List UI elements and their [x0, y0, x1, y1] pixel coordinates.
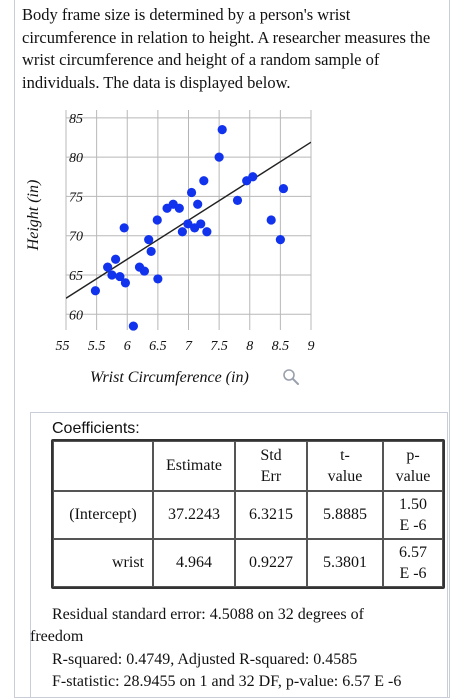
data-point — [177, 227, 187, 237]
r-squared-text: R-squared: 0.4749, Adjusted R-squared: 0… — [52, 651, 358, 668]
data-point — [183, 219, 193, 229]
point-layer — [90, 125, 289, 331]
data-point — [248, 172, 258, 182]
residual-error-text-continued: freedom — [30, 628, 84, 645]
t-value-cell: 5.8885 — [307, 491, 383, 539]
x-tick-label: 6 — [124, 339, 131, 354]
regression-output-panel — [30, 412, 448, 698]
data-point — [146, 246, 156, 257]
p-value-cell: 1.50 E -6 — [383, 491, 443, 539]
x-tick-label: 7 — [185, 339, 193, 354]
data-point — [111, 254, 121, 264]
header-estimate: Estimate — [153, 441, 235, 491]
p-value-cell: 6.57 E -6 — [383, 539, 443, 587]
data-point — [120, 278, 131, 288]
data-point — [278, 183, 289, 194]
data-point — [186, 187, 197, 198]
y-tick-label: 70 — [69, 230, 83, 245]
data-point — [217, 125, 227, 135]
tick-layer: 60 65 70 75 80 85 5 5.5 6 6.5 7 7.5 8 8.5 9 5 — [56, 112, 315, 354]
y-tick-label: 60 — [69, 308, 83, 323]
data-point — [115, 271, 125, 282]
f-statistic-text: F-statistic: 28.9455 on 1 and 32 DF, p-v… — [52, 673, 402, 690]
x-tick-label: 7.5 — [210, 339, 228, 354]
x-tick-label: 6.5 — [149, 339, 167, 354]
zoom-icon[interactable] — [282, 368, 300, 386]
header-p-value-line2: value — [395, 468, 431, 485]
row-name: wrist — [53, 539, 153, 587]
data-point — [153, 274, 163, 284]
data-point — [128, 321, 138, 331]
header-std-err: Std Err — [235, 441, 307, 491]
residual-error-text: Residual standard error: 4.5088 on 32 de… — [52, 606, 364, 623]
x-axis-label: Wrist Circumference (in) — [90, 369, 249, 386]
data-point — [214, 152, 224, 162]
std-err-cell: 0.9227 — [235, 539, 307, 587]
y-tick-label: 75 — [69, 190, 83, 205]
header-t-value-line2: value — [327, 468, 363, 485]
data-point — [193, 199, 203, 209]
p-value-exponent: E -6 — [399, 565, 427, 582]
y-tick-label: 65 — [69, 269, 83, 284]
header-t-value: t- value — [307, 441, 383, 491]
data-point — [266, 215, 276, 225]
table-row: wrist 4.964 0.9227 5.3801 6.57 E -6 — [53, 539, 443, 587]
x-tick-label: 5 — [56, 339, 63, 354]
problem-text: Body frame size is determined by a perso… — [22, 5, 431, 92]
header-cell-blank — [53, 441, 153, 491]
estimate-cell: 4.964 — [153, 539, 235, 587]
x-tick-label: 8 — [246, 339, 253, 354]
data-point — [144, 235, 154, 245]
data-point — [90, 286, 100, 296]
scatter-plot: 60 65 70 75 80 85 5 5.5 6 6.5 7 7.5 8 8.5 9 5 Height (i… — [25, 110, 315, 354]
header-p-value-line1: p- — [406, 447, 420, 464]
data-point — [119, 223, 129, 233]
coefficients-title: Coefficients: — [52, 420, 140, 437]
data-point — [139, 266, 149, 276]
header-std-err-line2: Err — [260, 468, 282, 485]
coefficients-table: Estimate Std Err t- value p- value (Inte… — [51, 439, 445, 589]
data-point — [196, 219, 206, 229]
data-point — [232, 195, 243, 205]
header-std-err-line1: Std — [260, 447, 282, 464]
table-row: (Intercept) 37.2243 6.3215 5.8885 1.50 E… — [53, 491, 443, 539]
x-tick-label: 5 — [63, 339, 70, 354]
data-point — [202, 227, 212, 237]
data-point — [174, 203, 184, 213]
p-value-mantissa: 1.50 — [399, 496, 427, 513]
y-tick-label: 80 — [69, 151, 83, 166]
p-value-exponent: E -6 — [399, 517, 427, 534]
y-axis-label: Height (in) — [25, 180, 42, 252]
data-point — [152, 215, 162, 225]
data-point — [199, 176, 209, 186]
estimate-cell: 37.2243 — [153, 491, 235, 539]
header-p-value: p- value — [383, 441, 443, 491]
t-value-cell: 5.3801 — [307, 539, 383, 587]
p-value-mantissa: 6.57 — [399, 544, 427, 561]
data-point — [275, 235, 285, 245]
x-tick-label: 9 — [308, 339, 315, 354]
row-name: (Intercept) — [53, 491, 153, 539]
table-header-row: Estimate Std Err t- value p- value — [53, 441, 443, 491]
std-err-cell: 6.3215 — [235, 491, 307, 539]
data-point — [107, 270, 117, 280]
y-tick-label: 85 — [69, 112, 83, 127]
data-point — [103, 262, 113, 272]
grid-layer — [65, 110, 312, 330]
header-t-value-line1: t- — [340, 447, 350, 464]
x-tick-label: 8.5 — [272, 339, 290, 354]
x-tick-label: 5.5 — [88, 339, 106, 354]
